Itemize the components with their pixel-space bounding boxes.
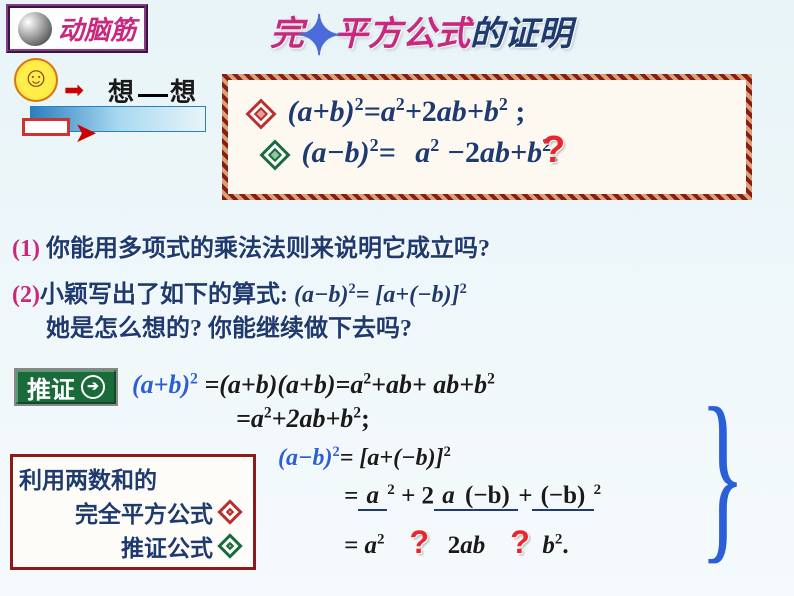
formula-line-1: (a+b)2=a2+2ab+b2 ; [242, 94, 732, 129]
derive-button[interactable]: 推证 [14, 368, 118, 406]
question-mark-icon: ? [510, 524, 530, 560]
question-mark-icon: ? [542, 129, 565, 172]
question-2b: 她是怎么想的? 你能继续做下去吗? [46, 308, 412, 343]
question-1: (1) 你能用多项式的乘法法则来说明它成立吗? [12, 228, 490, 263]
diamond-red-icon [245, 99, 276, 130]
page-title: 完平方公式的证明 [270, 6, 572, 55]
info-box: 利用两数和的 完全平方公式 推证公式 [10, 454, 256, 570]
arrow-icon: ➤ [74, 116, 97, 150]
smiley-icon [14, 58, 58, 102]
arrow-icon: ➡ [64, 76, 84, 105]
think-label: 想想 [108, 72, 198, 109]
diamond-green-icon [217, 533, 242, 558]
info-line-3: 推证公式 [19, 529, 247, 563]
derivation-line-5: = a2 ? 22abab ? b2. [344, 524, 569, 561]
derivation-line-4: = a 2 + 2 a (−b) + (−b) 2 [344, 482, 601, 510]
spark-icon [304, 22, 334, 52]
formula-line-2: (a−b)2= a2 −2ab+b2. ? [256, 135, 732, 170]
derivation-line-2: =a2+2ab+b2; [236, 404, 370, 434]
info-line-1: 利用两数和的 [19, 461, 247, 495]
derivation-line-3: (a−b)2= [a+(−b)]2 [278, 444, 451, 472]
question-mark-icon: ? [410, 524, 430, 560]
badge-text: 动脑筋 [58, 10, 136, 47]
diamond-red-icon [217, 499, 242, 524]
brain-badge: 动脑筋 [6, 4, 148, 53]
sphere-icon [18, 12, 52, 46]
info-line-2: 完全平方公式 [19, 495, 247, 529]
question-2: (2)小颖写出了如下的算式: (a−b)2= [a+(−b)]2 [12, 274, 467, 309]
small-rect [22, 118, 70, 136]
derivation-line-1: (a+b)2 =(a+b)(a+b)=a2+ab+ ab+b2 [132, 370, 495, 400]
formula-box: (a+b)2=a2+2ab+b2 ; (a−b)2= a2 −2ab+b2. ? [222, 74, 752, 200]
brace-icon: } [700, 380, 746, 570]
diamond-green-icon [259, 140, 290, 171]
arrow-circle-icon [81, 375, 105, 399]
